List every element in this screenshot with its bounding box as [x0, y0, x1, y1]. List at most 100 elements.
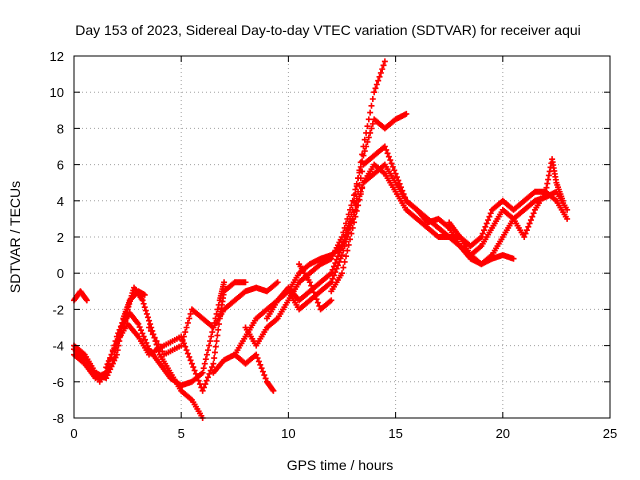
data-point	[107, 354, 114, 361]
data-point	[207, 338, 214, 345]
data-point	[369, 120, 376, 127]
data-point	[180, 333, 187, 340]
data-point	[186, 315, 193, 322]
data-point	[523, 227, 530, 234]
data-point	[147, 327, 154, 334]
data-point	[196, 381, 203, 388]
data-point	[111, 345, 118, 352]
data-point	[365, 134, 372, 141]
data-point	[485, 217, 492, 224]
data-point	[312, 292, 319, 299]
data-point	[487, 210, 494, 217]
data-point	[564, 215, 571, 222]
data-point	[332, 269, 339, 276]
data-point	[211, 355, 218, 362]
data-point	[182, 329, 189, 336]
data-point	[190, 364, 197, 371]
data-point	[141, 291, 148, 298]
data-point	[559, 197, 566, 204]
data-point	[481, 227, 488, 234]
data-point	[201, 360, 208, 367]
data-point	[372, 85, 379, 92]
data-point	[147, 321, 154, 328]
data-point	[403, 110, 410, 117]
data-point	[151, 334, 158, 341]
data-point	[83, 296, 90, 303]
data-point	[270, 387, 277, 394]
data-point	[368, 125, 375, 132]
data-point	[210, 360, 217, 367]
data-point	[381, 143, 388, 150]
data-point	[105, 357, 112, 364]
series-track-8	[231, 351, 277, 394]
data-point	[187, 310, 194, 317]
data-point	[352, 213, 359, 220]
y-axis-ticks: -8 -6 -4 -2 0 2 4 6 8 10 12	[50, 49, 610, 426]
y-tick-label: 12	[50, 49, 64, 64]
data-point	[328, 279, 335, 286]
series-track-12	[296, 261, 335, 313]
data-point	[104, 361, 111, 368]
data-point	[242, 279, 249, 286]
data-point	[544, 180, 551, 187]
data-point	[478, 234, 485, 240]
data-point	[155, 341, 162, 348]
data-point	[359, 151, 366, 158]
data-point	[139, 297, 146, 304]
data-point	[385, 153, 392, 160]
data-point	[359, 168, 366, 175]
data-point	[142, 336, 149, 343]
data-point	[389, 163, 396, 170]
data-point	[314, 299, 321, 306]
series-track-13	[328, 161, 571, 295]
data-point	[329, 275, 336, 282]
data-point	[146, 317, 153, 324]
y-tick-label: -8	[52, 411, 64, 426]
data-point	[199, 369, 206, 376]
data-point	[83, 297, 90, 304]
data-point	[543, 184, 550, 191]
data-point	[365, 116, 372, 123]
data-point	[379, 66, 386, 73]
data-point	[527, 217, 534, 224]
data-points	[71, 58, 571, 421]
data-point	[188, 360, 195, 367]
data-point	[157, 344, 164, 351]
data-point	[200, 365, 207, 372]
data-point	[353, 207, 360, 214]
data-point	[253, 351, 260, 358]
x-tick-label: 25	[603, 426, 617, 441]
series-track-10	[263, 58, 388, 322]
data-point	[313, 296, 320, 303]
data-point	[306, 279, 313, 286]
data-point	[339, 252, 345, 259]
data-point	[343, 238, 350, 245]
data-point	[178, 342, 185, 349]
data-point	[259, 368, 266, 375]
data-point	[215, 326, 222, 333]
data-point	[341, 243, 348, 250]
data-point	[191, 367, 198, 374]
data-point	[369, 95, 376, 102]
data-point	[360, 143, 367, 150]
data-point	[334, 262, 341, 269]
data-point	[211, 349, 218, 356]
data-point	[510, 255, 517, 262]
data-point	[392, 170, 399, 177]
data-point	[351, 198, 358, 205]
data-point	[375, 77, 382, 84]
data-point	[483, 220, 490, 227]
y-tick-label: 0	[57, 266, 64, 281]
y-axis-label: SDTVAR / TECUs	[7, 181, 23, 293]
data-point	[522, 230, 529, 237]
data-point	[310, 289, 317, 296]
data-point	[136, 324, 143, 331]
data-point	[388, 160, 395, 167]
data-point	[135, 320, 142, 327]
data-point	[361, 136, 368, 143]
data-point	[359, 185, 366, 192]
data-point	[336, 258, 343, 265]
y-tick-label: -6	[52, 375, 64, 390]
data-point	[356, 181, 363, 188]
